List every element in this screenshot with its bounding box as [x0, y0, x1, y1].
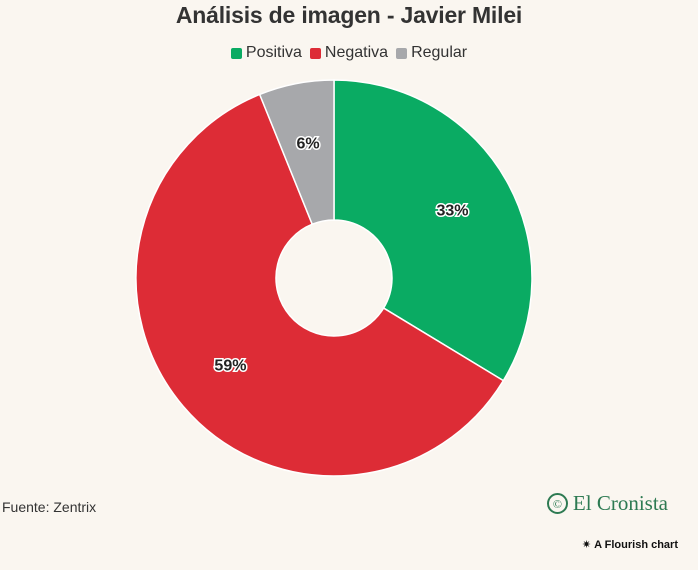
flourish-icon: ✷ — [581, 539, 592, 551]
flourish-credit-text: A Flourish chart — [594, 538, 678, 551]
copyright-icon: © — [546, 493, 568, 514]
slice-label-regular: 6% — [296, 136, 319, 153]
legend-item-positiva[interactable]: Positiva — [230, 44, 302, 62]
el-cronista-logo[interactable]: © El Cronista — [546, 491, 668, 516]
slice-regular[interactable] — [258, 79, 335, 226]
legend-item-regular[interactable]: Regular — [396, 44, 467, 62]
slice-label-negativa: 59% — [214, 357, 246, 374]
legend-swatch-regular — [396, 47, 408, 59]
slice-label-positiva: 33% — [436, 202, 468, 219]
flourish-credit[interactable]: ✷ A Flourish chart — [581, 538, 678, 552]
source-note: Fuente: Zentrix — [2, 499, 97, 515]
brand-name: El Cronista — [572, 491, 668, 515]
legend-swatch-positiva — [230, 47, 242, 59]
legend-label-positiva: Positiva — [245, 44, 302, 61]
legend-label-regular: Regular — [411, 44, 468, 61]
legend-label-negativa: Negativa — [324, 44, 389, 61]
slice-negativa[interactable] — [135, 93, 505, 477]
legend-item-negativa[interactable]: Negativa — [309, 44, 389, 62]
chart-title: Análisis de imagen - Javier Milei — [175, 2, 523, 28]
legend: Positiva Negativa Regular — [0, 44, 698, 62]
legend-swatch-negativa — [309, 47, 321, 59]
slice-positiva[interactable] — [333, 79, 533, 382]
